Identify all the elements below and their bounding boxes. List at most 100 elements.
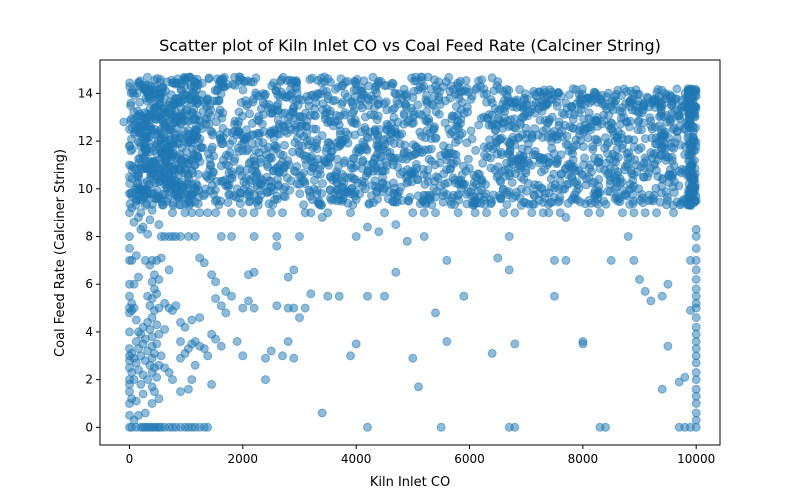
data-point bbox=[482, 97, 492, 107]
data-point bbox=[436, 422, 446, 432]
data-point bbox=[451, 137, 460, 147]
data-point bbox=[459, 291, 469, 301]
data-point bbox=[275, 160, 285, 170]
data-point bbox=[249, 232, 259, 241]
data-point bbox=[271, 141, 281, 151]
data-point bbox=[397, 154, 407, 164]
data-point bbox=[302, 116, 312, 126]
data-point bbox=[567, 171, 577, 181]
data-point bbox=[584, 108, 594, 118]
x-tick-label: 4000 bbox=[341, 452, 372, 466]
data-point bbox=[295, 313, 304, 323]
data-point bbox=[536, 101, 545, 111]
data-point bbox=[303, 95, 313, 105]
data-point bbox=[363, 422, 372, 432]
data-point bbox=[574, 184, 584, 193]
data-point bbox=[542, 160, 552, 170]
data-point bbox=[492, 172, 502, 182]
data-point bbox=[615, 178, 625, 188]
data-point bbox=[536, 167, 546, 177]
data-point bbox=[155, 143, 164, 153]
data-point bbox=[168, 208, 177, 218]
data-point bbox=[253, 195, 263, 205]
data-point bbox=[663, 195, 672, 205]
data-point bbox=[244, 296, 253, 306]
data-point bbox=[667, 100, 677, 110]
data-point bbox=[144, 110, 154, 120]
data-point bbox=[272, 241, 282, 251]
x-tick-label: 2000 bbox=[228, 452, 259, 466]
data-point bbox=[561, 212, 571, 222]
y-tick-label: 8 bbox=[85, 230, 93, 244]
data-point bbox=[585, 122, 595, 132]
y-tick-label: 10 bbox=[78, 182, 93, 196]
data-point bbox=[691, 196, 701, 206]
data-point bbox=[657, 181, 667, 191]
data-point bbox=[530, 146, 540, 156]
data-point bbox=[176, 200, 186, 210]
data-point bbox=[477, 185, 486, 195]
y-tick-label: 0 bbox=[85, 420, 93, 434]
data-point bbox=[195, 121, 205, 131]
data-point bbox=[646, 148, 656, 157]
data-point bbox=[630, 155, 640, 165]
data-point bbox=[493, 253, 503, 263]
data-point bbox=[330, 84, 340, 94]
data-point bbox=[359, 139, 369, 149]
data-point bbox=[205, 154, 215, 164]
data-point bbox=[477, 75, 487, 85]
data-point bbox=[487, 198, 497, 208]
data-point bbox=[409, 76, 419, 86]
data-point bbox=[403, 176, 413, 186]
data-point bbox=[152, 372, 162, 382]
data-point bbox=[235, 164, 245, 174]
axes: 0 2000 4000 6000 8000 10000 0 2 4 6 8 10 12 14 bbox=[78, 59, 721, 466]
data-point bbox=[162, 184, 172, 193]
data-point bbox=[154, 220, 164, 230]
data-point bbox=[690, 111, 699, 121]
data-point bbox=[400, 99, 410, 109]
data-point bbox=[691, 358, 701, 368]
data-point bbox=[218, 176, 228, 186]
data-point bbox=[440, 148, 450, 158]
data-point bbox=[470, 208, 480, 218]
data-point bbox=[544, 199, 553, 209]
data-point bbox=[380, 139, 390, 149]
data-point bbox=[136, 379, 146, 389]
data-point bbox=[428, 100, 438, 110]
data-point bbox=[160, 325, 170, 334]
data-point bbox=[346, 208, 355, 218]
data-point bbox=[238, 351, 248, 361]
data-point bbox=[672, 84, 682, 94]
data-point bbox=[133, 81, 143, 91]
data-point bbox=[389, 156, 399, 166]
data-point bbox=[605, 179, 615, 189]
data-point bbox=[250, 160, 260, 170]
data-point bbox=[183, 183, 193, 193]
data-point bbox=[326, 195, 336, 205]
data-point bbox=[272, 191, 282, 201]
data-point bbox=[168, 375, 177, 385]
data-point bbox=[565, 109, 574, 119]
data-point bbox=[228, 79, 238, 89]
data-point bbox=[142, 72, 152, 82]
data-point bbox=[503, 92, 513, 102]
data-point bbox=[156, 75, 166, 84]
data-point bbox=[554, 128, 564, 138]
data-point bbox=[579, 114, 589, 124]
data-point bbox=[378, 178, 388, 188]
data-point bbox=[235, 129, 245, 139]
data-point bbox=[208, 167, 218, 177]
data-point bbox=[125, 243, 134, 253]
data-point bbox=[333, 177, 342, 187]
data-point bbox=[217, 80, 227, 89]
data-point bbox=[361, 171, 371, 181]
data-point bbox=[188, 109, 198, 119]
data-point bbox=[286, 125, 296, 134]
data-point bbox=[244, 197, 254, 207]
y-axis-label: Coal Feed Rate (Calciner String) bbox=[53, 149, 68, 357]
data-point bbox=[273, 115, 283, 125]
data-point bbox=[522, 94, 532, 104]
data-point bbox=[556, 91, 566, 101]
data-point bbox=[314, 199, 324, 209]
